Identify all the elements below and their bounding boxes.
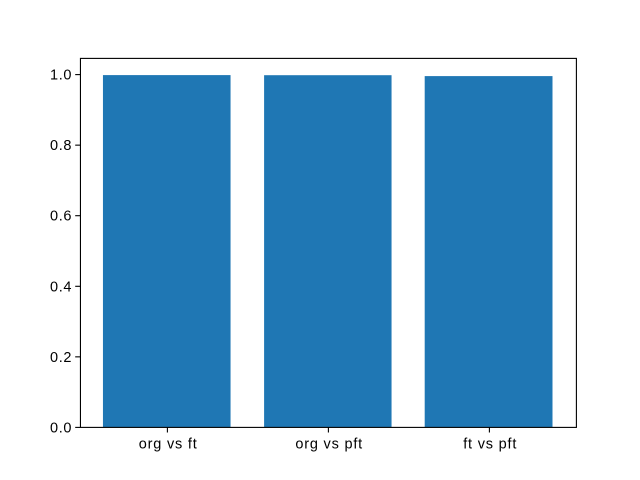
svg-text:ft vs pft: ft vs pft — [463, 436, 517, 452]
svg-text:0.2: 0.2 — [50, 350, 72, 366]
svg-text:0.4: 0.4 — [50, 279, 72, 295]
svg-text:org vs pft: org vs pft — [295, 436, 363, 452]
svg-text:0.0: 0.0 — [50, 420, 72, 436]
svg-text:1.0: 1.0 — [50, 68, 72, 84]
svg-text:0.6: 0.6 — [50, 209, 72, 225]
svg-text:0.8: 0.8 — [50, 138, 72, 154]
svg-text:org vs ft: org vs ft — [139, 436, 198, 452]
